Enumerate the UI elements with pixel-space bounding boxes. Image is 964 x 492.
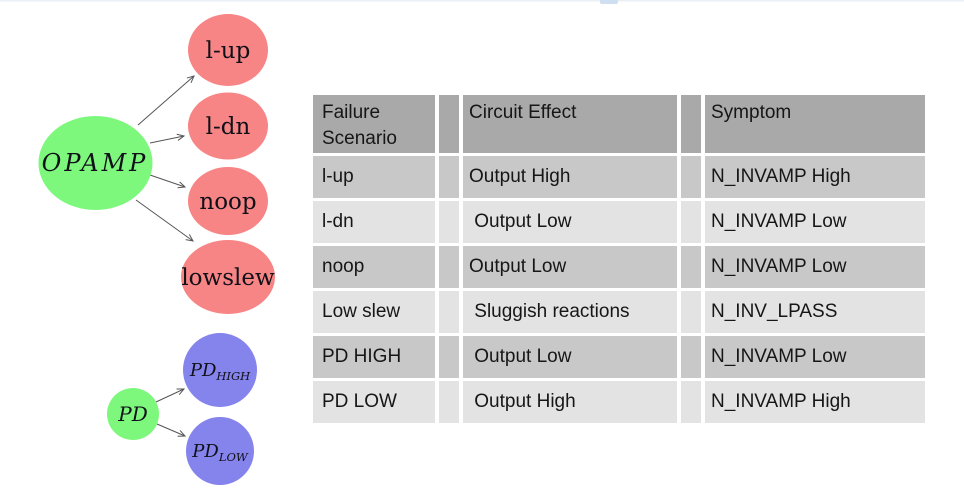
node-ldn-label: l-dn: [206, 114, 251, 140]
edge-opamp-lup: [137, 75, 195, 126]
header-failure-scenario: Failure Scenario: [313, 95, 435, 153]
node-pdhigh-label: PDHIGH: [189, 360, 251, 383]
node-ldn: l-dn: [188, 92, 268, 160]
cell-symptom: N_INVAMP Low: [705, 246, 925, 288]
header-symptom: Symptom: [705, 95, 925, 153]
node-noop-shape: [188, 167, 268, 235]
cell-symptom: N_INVAMP Low: [705, 201, 925, 243]
header-spacer-2: [681, 95, 701, 153]
node-pdlow-main-text: PD: [191, 441, 219, 462]
node-pdhigh-main-text: PD: [189, 360, 217, 381]
cell-spacer: [439, 291, 459, 333]
top-border-artifact: [0, 0, 964, 2]
cell-spacer: [681, 156, 701, 198]
cell-scenario: l-up: [313, 156, 435, 198]
cell-effect: Sluggish reactions: [463, 291, 677, 333]
cell-scenario: PD LOW: [313, 381, 435, 423]
node-lowslew: lowslew: [181, 240, 275, 314]
pd-edges: [155, 388, 187, 437]
node-pdlow-shape: [186, 417, 254, 485]
cell-spacer: [439, 381, 459, 423]
cell-effect: Output High: [463, 156, 677, 198]
cell-symptom: N_INVAMP High: [705, 381, 925, 423]
node-pdlow-label: PDLOW: [191, 441, 249, 464]
cell-scenario: PD HIGH: [313, 336, 435, 378]
failure-mode-diagram: OPAMP l-up l-dn noop lowslew PD PDHIGH: [38, 14, 275, 485]
failure-table: Failure Scenario Circuit Effect Symptom …: [313, 95, 925, 423]
node-lup-label: l-up: [206, 38, 251, 64]
top-edge-artifact: [600, 0, 618, 4]
cell-symptom: N_INV_LPASS: [705, 291, 925, 333]
cell-effect: Output High: [463, 381, 677, 423]
node-lup-shape: [188, 14, 268, 86]
cell-spacer: [439, 246, 459, 288]
node-pdhigh: PDHIGH: [183, 333, 257, 407]
edge-opamp-lowslew: [135, 199, 194, 242]
node-lup: l-up: [188, 14, 268, 86]
cell-spacer: [681, 381, 701, 423]
cell-effect: Output Low: [463, 336, 677, 378]
node-ldn-shape: [188, 92, 268, 160]
node-lowslew-shape: [181, 240, 275, 314]
node-opamp-shape: [38, 116, 153, 210]
edge-opamp-noop: [149, 174, 187, 189]
node-pd-shape: [107, 388, 159, 440]
cell-scenario: l-dn: [313, 201, 435, 243]
header-spacer-1: [439, 95, 459, 153]
cell-scenario: Low slew: [313, 291, 435, 333]
node-pd: PD: [107, 388, 159, 440]
node-lowslew-label: lowslew: [181, 265, 275, 291]
node-pdhigh-shape: [183, 333, 257, 407]
node-pd-label: PD: [117, 402, 148, 426]
cell-spacer: [681, 201, 701, 243]
node-pdlow: PDLOW: [186, 417, 254, 485]
cell-spacer: [681, 291, 701, 333]
node-pdhigh-subscript: HIGH: [215, 369, 251, 383]
cell-scenario: noop: [313, 246, 435, 288]
cell-spacer: [681, 246, 701, 288]
node-noop: noop: [188, 167, 268, 235]
cell-effect: Output Low: [463, 246, 677, 288]
edge-pd-pdlow: [156, 423, 187, 437]
header-circuit-effect: Circuit Effect: [463, 95, 677, 153]
node-noop-label: noop: [199, 189, 256, 215]
node-opamp: OPAMP: [38, 116, 153, 210]
edge-pd-pdhigh: [155, 388, 186, 403]
node-opamp-label: OPAMP: [42, 149, 149, 177]
cell-spacer: [681, 336, 701, 378]
cell-symptom: N_INVAMP High: [705, 156, 925, 198]
node-pdlow-subscript: LOW: [218, 450, 249, 464]
cell-spacer: [439, 201, 459, 243]
cell-effect: Output Low: [463, 201, 677, 243]
edge-opamp-ldn: [149, 133, 186, 144]
cell-symptom: N_INVAMP Low: [705, 336, 925, 378]
cell-spacer: [439, 156, 459, 198]
cell-spacer: [439, 336, 459, 378]
opamp-edges: [135, 75, 195, 242]
